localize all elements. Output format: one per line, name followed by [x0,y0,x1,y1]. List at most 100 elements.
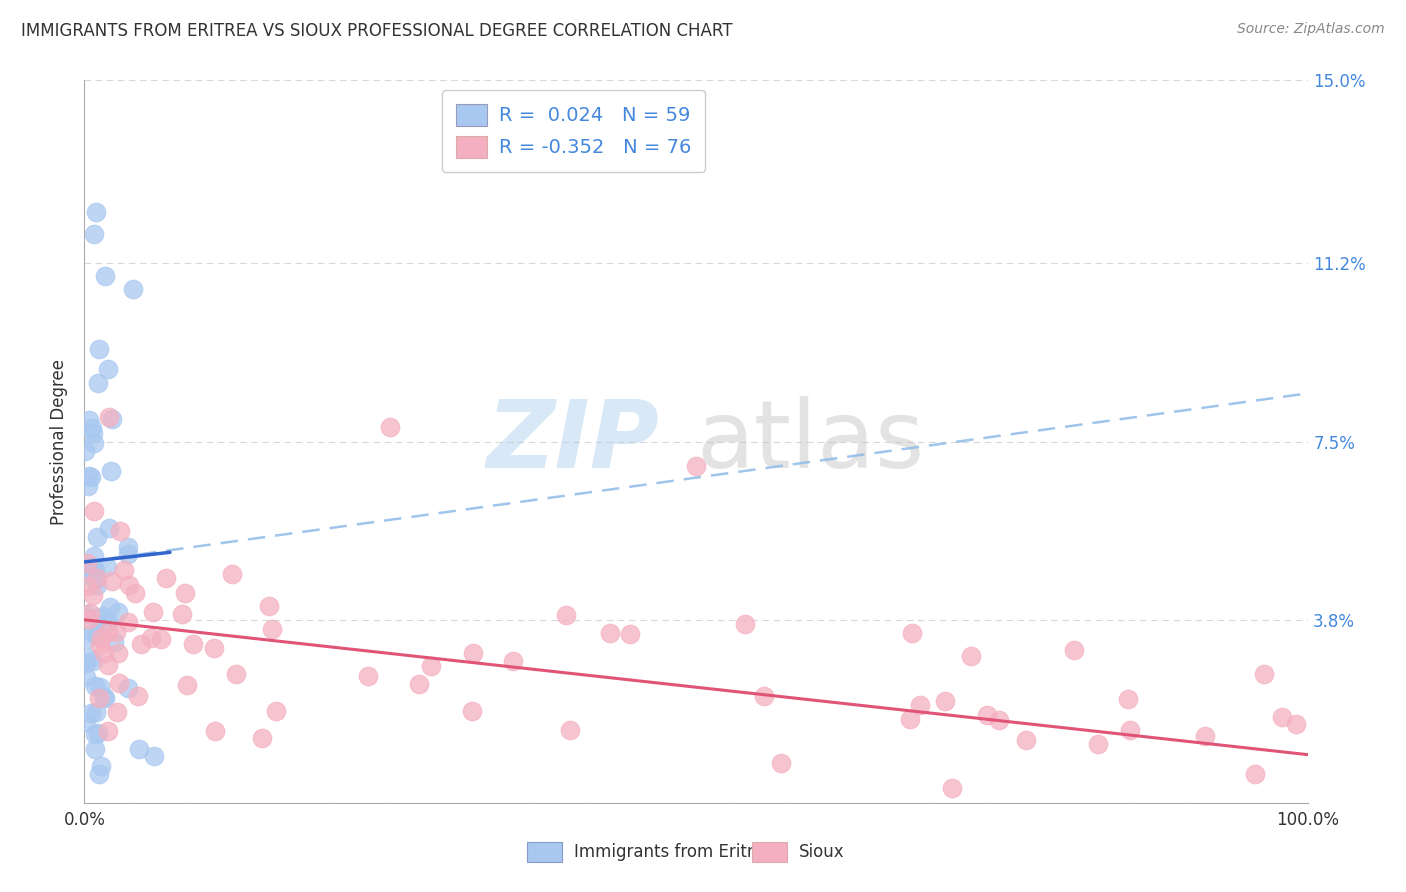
Point [173,586,195,600]
Point [94,690,117,705]
Point [83,227,105,241]
Point [82,421,104,435]
Point [204,723,226,738]
Point [93,269,115,284]
Point [357,668,380,682]
Point [181,637,204,651]
Point [107,647,129,661]
Point [82,560,104,574]
Point [91,608,114,623]
Point [84,705,107,719]
Point [127,690,149,704]
Point [77,568,100,582]
Text: Sioux: Sioux [799,843,844,861]
Point [75,607,97,621]
Point [87,726,110,740]
Point [75,714,97,729]
Point [83,504,105,518]
Point [264,704,287,718]
Point [155,571,177,585]
Point [76,632,98,646]
Point [988,713,1011,727]
Point [103,635,125,649]
Point [941,781,963,796]
Point [124,586,146,600]
Point [73,560,96,574]
Point [754,689,776,703]
Point [380,420,402,434]
Point [77,413,100,427]
Point [460,704,482,718]
Point [82,625,104,640]
Point [93,690,115,704]
Point [1087,737,1109,751]
Point [1063,642,1085,657]
Point [558,723,581,737]
Point [143,749,166,764]
Point [960,648,983,663]
Point [80,470,103,484]
Point [117,615,139,629]
Point [97,657,120,672]
Point [1253,666,1275,681]
Point [98,521,121,535]
Point [117,540,139,554]
Point [619,627,641,641]
Legend: R =  0.024   N = 59, R = -0.352   N = 76: R = 0.024 N = 59, R = -0.352 N = 76 [443,90,704,172]
Point [461,646,484,660]
Point [976,708,998,723]
Point [100,464,122,478]
Point [82,425,104,440]
Point [901,626,924,640]
Point [83,727,105,741]
Point [77,612,100,626]
Point [79,606,101,620]
Text: Source: ZipAtlas.com: Source: ZipAtlas.com [1237,22,1385,37]
Point [1194,729,1216,743]
Point [77,479,100,493]
Point [84,205,107,219]
Point [86,530,108,544]
Point [75,669,97,683]
Point [1119,723,1142,737]
Point [75,656,97,670]
Point [250,731,273,746]
Point [908,698,931,712]
Point [87,766,110,780]
Point [139,632,162,646]
Point [87,610,110,624]
Point [84,572,107,586]
Point [87,376,110,390]
Point [84,742,107,756]
Point [84,563,107,577]
Point [118,578,141,592]
Point [79,651,101,665]
Point [172,607,194,621]
Point [112,563,135,577]
Point [76,579,98,593]
Point [86,578,108,592]
Point [87,342,110,356]
Point [129,637,152,651]
Text: IMMIGRANTS FROM ERITREA VS SIOUX PROFESSIONAL DEGREE CORRELATION CHART: IMMIGRANTS FROM ERITREA VS SIOUX PROFESS… [21,22,733,40]
Point [97,410,120,425]
Point [502,654,524,668]
Point [84,679,107,693]
Point [86,571,108,585]
Point [79,706,101,720]
Point [1244,767,1267,781]
Point [1015,733,1038,747]
Point [105,705,128,719]
Text: Immigrants from Eritrea: Immigrants from Eritrea [574,843,773,861]
Point [107,605,129,619]
Point [89,638,111,652]
Point [73,444,96,458]
Point [142,605,165,619]
Point [77,469,100,483]
Point [685,458,707,473]
Point [108,524,131,538]
Point [420,659,443,673]
Point [98,599,121,614]
Point [128,742,150,756]
Point [105,625,128,640]
